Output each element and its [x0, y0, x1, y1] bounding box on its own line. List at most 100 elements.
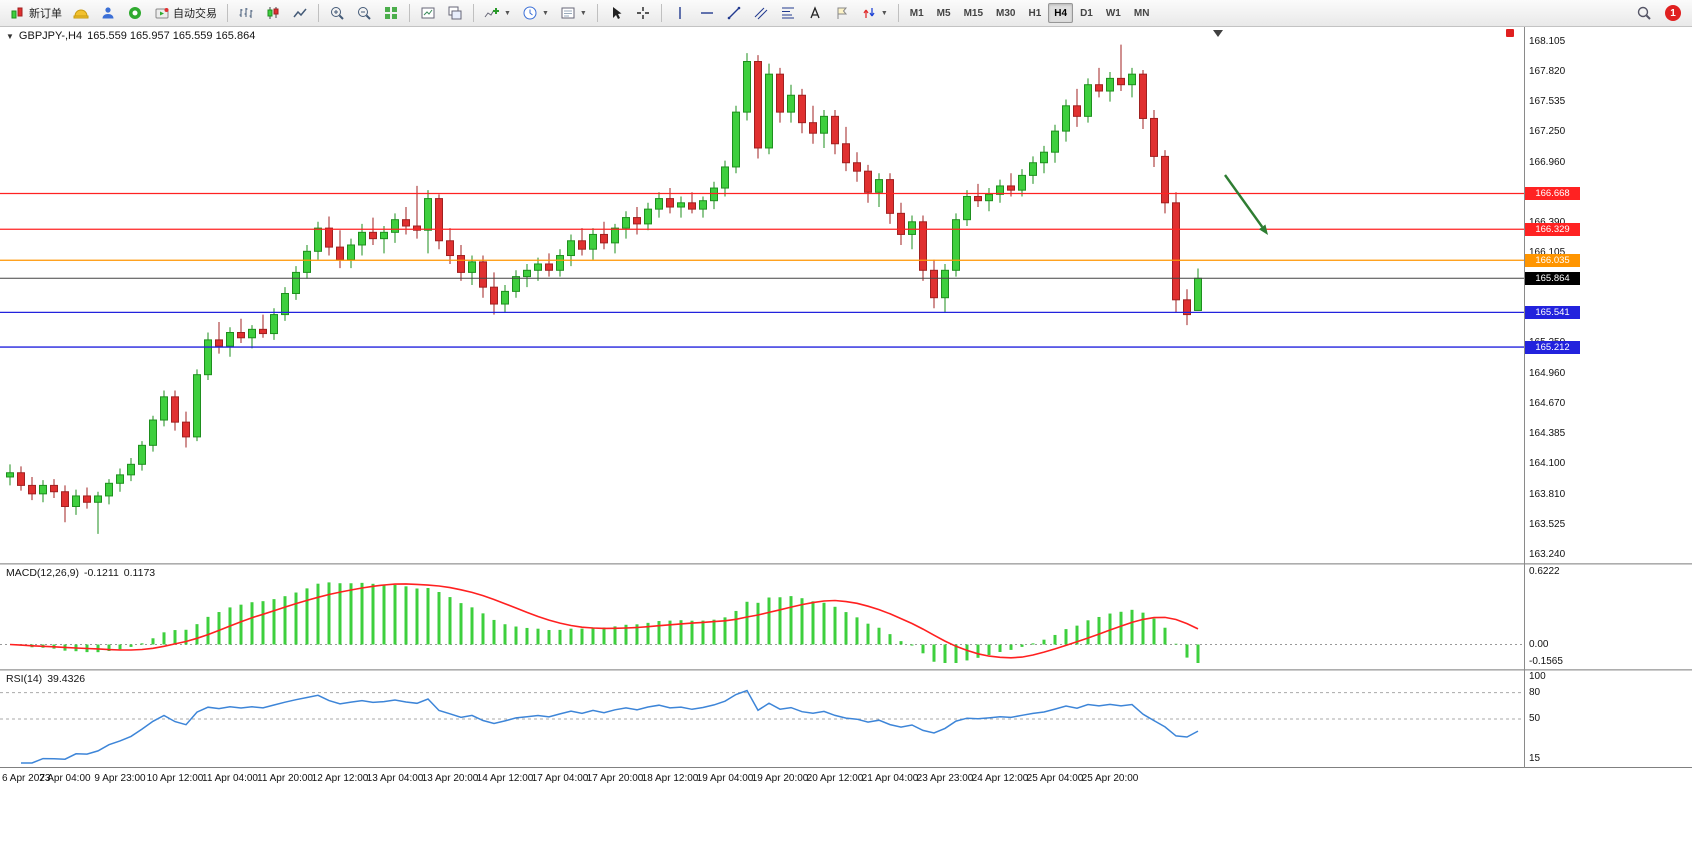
timeframe-M30[interactable]: M30: [990, 3, 1021, 23]
fibonacci-tool-button[interactable]: [775, 2, 801, 24]
timeframe-H1[interactable]: H1: [1022, 3, 1047, 23]
time-axis-label: 12 Apr 12:00: [311, 773, 369, 784]
zoom-in-button[interactable]: [324, 2, 350, 24]
time-axis-label: 11 Apr 20:00: [257, 773, 313, 784]
timeframe-D1[interactable]: D1: [1074, 3, 1099, 23]
time-axis-label: 13 Apr 20:00: [421, 773, 479, 784]
horizontal-line-tool-button[interactable]: [694, 2, 720, 24]
timeframe-MN[interactable]: MN: [1128, 3, 1156, 23]
time-axis-label: 7 Apr 04:00: [39, 773, 91, 784]
arrange-windows-icon: [448, 6, 462, 20]
cursor-tool-button[interactable]: [603, 2, 629, 24]
auto-trading-button[interactable]: 自动交易: [149, 2, 222, 24]
candlestick-chart-type-button[interactable]: [260, 2, 286, 24]
crosshair-icon: [636, 7, 649, 19]
timeframe-M15[interactable]: M15: [958, 3, 989, 23]
time-axis-label: 25 Apr 04:00: [1026, 773, 1084, 784]
price-axis-border: [1524, 27, 1525, 768]
tile-windows-button[interactable]: [378, 2, 404, 24]
tile-windows-icon: [385, 7, 397, 19]
crosshair-tool-button[interactable]: [630, 2, 656, 24]
candles-series: [6, 44, 1202, 534]
new-order-button[interactable]: 新订单: [5, 2, 67, 24]
price-axis-label: 164.670: [1529, 398, 1566, 410]
time-axis-label: 20 Apr 12:00: [806, 773, 864, 784]
cursor-icon: [612, 7, 622, 19]
timeframe-M1[interactable]: M1: [904, 3, 930, 23]
price-axis-label: 167.250: [1529, 126, 1566, 138]
price-line-tag: 165.541: [1525, 305, 1580, 319]
macd-name: MACD(12,26,9): [6, 567, 79, 579]
label-tool-button[interactable]: [829, 2, 855, 24]
bid-price-tag: 165.864: [1525, 271, 1580, 285]
horizontal-line-icon: [700, 12, 713, 14]
new-order-label: 新订单: [29, 8, 62, 20]
collapse-chart-icon[interactable]: ▼: [6, 31, 14, 41]
indicators-dropdown-button[interactable]: ▼: [479, 2, 516, 24]
promote-chart-button[interactable]: [415, 2, 441, 24]
down-arrow-annotation[interactable]: [1224, 174, 1268, 235]
time-axis-label: 24 Apr 12:00: [971, 773, 1029, 784]
time-axis-label: 18 Apr 12:00: [641, 773, 699, 784]
toolbar: 新订单 自动交易: [0, 0, 1692, 27]
channel-icon: [754, 7, 768, 20]
macd-axis-label: 0.00: [1529, 638, 1549, 650]
bar-chart-type-button[interactable]: [233, 2, 259, 24]
chevron-down-icon: ▼: [880, 9, 888, 17]
timeframe-W1[interactable]: W1: [1100, 3, 1127, 23]
toolbar-separator: [660, 4, 662, 22]
indicators-add-icon: [484, 8, 499, 18]
search-icon: [1637, 6, 1651, 20]
alert-marker-icon: [1506, 29, 1514, 37]
line-chart-icon: [293, 8, 307, 18]
panel-separator[interactable]: [0, 669, 1692, 671]
time-axis-label: 19 Apr 04:00: [696, 773, 754, 784]
text-tool-button[interactable]: [802, 2, 828, 24]
bar-chart-icon: [239, 8, 253, 18]
rsi-line: [21, 689, 1199, 764]
line-chart-type-button[interactable]: [287, 2, 313, 24]
price-line-tag: 166.329: [1525, 222, 1580, 236]
chart-area: ▼ GBPJPY-,H4 165.559 165.957 165.559 165…: [0, 27, 1692, 854]
strategy-tester-button[interactable]: [68, 2, 94, 24]
time-axis-border: [0, 767, 1692, 768]
macd-signal-line: [9, 583, 1199, 659]
candlestick-icon: [267, 7, 279, 19]
price-axis-label: 166.960: [1529, 156, 1566, 168]
time-axis-label: 13 Apr 04:00: [366, 773, 424, 784]
community-button[interactable]: [95, 2, 121, 24]
trendline-icon: [727, 6, 741, 20]
vertical-line-tool-button[interactable]: [667, 2, 693, 24]
channel-tool-button[interactable]: [748, 2, 774, 24]
price-axis-label: 166.105: [1529, 246, 1566, 258]
price-axis-label: 164.960: [1529, 367, 1566, 379]
arrows-tool-button[interactable]: ▼: [856, 2, 893, 24]
zoom-out-button[interactable]: [351, 2, 377, 24]
chevron-down-icon: ▼: [579, 9, 587, 17]
rsi-panel[interactable]: [0, 671, 1524, 767]
promote-chart-icon: [421, 7, 435, 19]
new-order-icon: [11, 7, 23, 19]
price-axis-label: 167.820: [1529, 66, 1566, 78]
periods-dropdown-button[interactable]: ▼: [517, 2, 554, 24]
timeframe-M5[interactable]: M5: [931, 3, 957, 23]
trendline-tool-button[interactable]: [721, 2, 747, 24]
timeframe-H4[interactable]: H4: [1048, 3, 1074, 23]
time-axis-label: 23 Apr 23:00: [916, 773, 974, 784]
time-axis-label: 17 Apr 04:00: [531, 773, 589, 784]
arrange-windows-button[interactable]: [442, 2, 468, 24]
macd-panel[interactable]: [0, 565, 1524, 669]
price-axis-label: 167.535: [1529, 96, 1566, 108]
templates-dropdown-button[interactable]: ▼: [555, 2, 592, 24]
toolbar-separator: [227, 4, 228, 22]
search-button[interactable]: [1631, 2, 1657, 24]
support-button[interactable]: [122, 2, 148, 24]
rsi-axis-label: 100: [1529, 671, 1546, 682]
rsi-label: RSI(14) 39.4326: [6, 673, 85, 685]
notification-badge[interactable]: 1: [1665, 5, 1681, 21]
label-icon: [837, 7, 847, 19]
panel-separator[interactable]: [0, 563, 1692, 565]
price-level-lines[interactable]: [0, 192, 1524, 348]
chart-shift-marker[interactable]: [1213, 30, 1223, 37]
main-price-chart[interactable]: [0, 27, 1524, 563]
